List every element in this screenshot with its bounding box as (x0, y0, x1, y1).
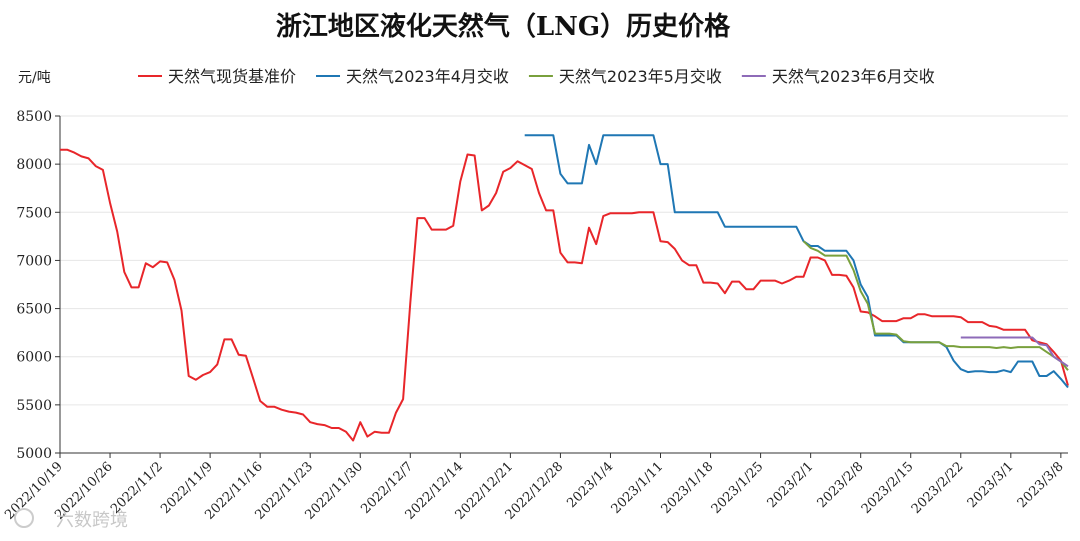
series-line-2 (524, 134, 1069, 389)
plot-area (60, 134, 1069, 442)
watermark-logo-icon (14, 508, 34, 528)
x-tick-label: 2023/2/1 (765, 459, 817, 511)
grid (60, 115, 1068, 406)
legend: 天然气现货基准价 天然气2023年4月交收 天然气2023年5月交收 天然气2023年… (138, 67, 935, 86)
x-tick-label: 2022/11/2 (108, 459, 166, 517)
legend-item-3: 天然气2023年5月交收 (528, 67, 722, 86)
series-line-1 (60, 148, 1069, 442)
chart-title: 浙江地区液化天然气（LNG）历史价格 (276, 11, 731, 42)
legend-label: 天然气2023年6月交收 (772, 67, 935, 86)
x-tick-label: 2023/1/25 (709, 459, 767, 517)
legend-label: 天然气2023年5月交收 (559, 67, 722, 86)
x-tick-label: 2023/1/18 (659, 459, 717, 517)
legend-label: 天然气2023年4月交收 (346, 67, 509, 86)
y-axis: 5000 5500 6000 6500 7000 7500 8000 8500 (16, 109, 61, 462)
y-tick-label: 7500 (16, 205, 52, 221)
x-tick-label: 2023/3/1 (965, 459, 1017, 511)
watermark: 六数跨境 (14, 508, 128, 531)
y-tick-label: 5500 (16, 398, 52, 414)
series-line-3 (802, 240, 1069, 371)
y-tick-label: 6500 (16, 302, 52, 318)
y-tick-label: 8000 (16, 157, 52, 173)
x-tick-label: 2023/1/4 (564, 459, 616, 511)
series-line-4 (960, 336, 1069, 368)
x-tick-label: 2023/2/8 (815, 459, 867, 511)
x-tick-label: 2023/3/8 (1015, 459, 1067, 511)
x-tick-label: 2023/1/11 (609, 459, 667, 517)
legend-item-4: 天然气2023年6月交收 (741, 67, 935, 86)
legend-item-1: 天然气现货基准价 (138, 67, 296, 86)
y-axis-unit: 元/吨 (18, 70, 51, 86)
watermark-text: 六数跨境 (56, 510, 128, 531)
legend-item-2: 天然气2023年4月交收 (316, 67, 509, 86)
y-tick-label: 7000 (16, 253, 52, 269)
y-tick-label: 8500 (16, 109, 52, 125)
legend-label: 天然气现货基准价 (168, 67, 296, 86)
y-tick-label: 6000 (16, 350, 52, 366)
y-tick-label: 5000 (16, 446, 52, 462)
x-axis: 2022/10/192022/10/262022/11/22022/11/920… (2, 452, 1068, 523)
x-tick-label: 2023/2/15 (859, 459, 917, 517)
x-tick-label: 2023/2/22 (909, 459, 967, 517)
